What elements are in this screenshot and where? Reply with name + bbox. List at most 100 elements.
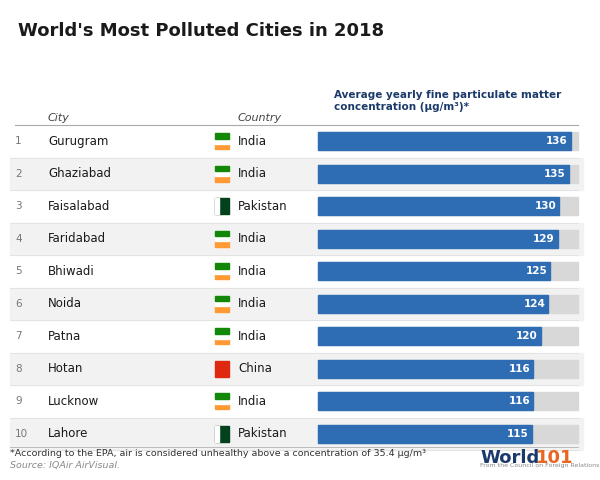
Bar [215, 301, 229, 306]
Text: Hotan: Hotan [48, 362, 83, 375]
Text: World: World [480, 449, 539, 467]
Bar [10, 223, 583, 255]
Bar [215, 360, 229, 377]
Text: 116: 116 [509, 364, 530, 374]
Bar [318, 425, 578, 443]
Bar [318, 262, 578, 280]
Text: 10: 10 [15, 429, 28, 439]
Text: 124: 124 [523, 299, 545, 309]
Bar [215, 166, 229, 171]
Text: 130: 130 [535, 201, 556, 211]
Bar [215, 177, 229, 182]
Text: India: India [238, 232, 267, 245]
Text: Source: IQAir AirVisual.: Source: IQAir AirVisual. [10, 461, 120, 470]
Text: City: City [48, 113, 70, 123]
Bar [215, 426, 229, 442]
Text: India: India [238, 297, 267, 310]
Bar [215, 139, 229, 144]
Text: 120: 120 [516, 331, 538, 341]
Bar [318, 392, 578, 410]
Bar [318, 229, 557, 248]
Text: 2: 2 [15, 169, 22, 179]
Text: Pakistan: Pakistan [238, 427, 287, 440]
Text: 1: 1 [15, 136, 22, 146]
Text: 116: 116 [509, 396, 530, 406]
Text: 6: 6 [15, 299, 22, 309]
Text: 4: 4 [15, 234, 22, 244]
Text: 5: 5 [15, 266, 22, 276]
Bar [318, 132, 571, 150]
Bar [318, 392, 533, 410]
Bar [318, 425, 532, 443]
Bar [215, 198, 229, 215]
Bar [215, 393, 229, 398]
Bar [215, 296, 229, 301]
Bar [215, 263, 229, 268]
Text: Faridabad: Faridabad [48, 232, 106, 245]
Text: World's Most Polluted Cities in 2018: World's Most Polluted Cities in 2018 [18, 22, 384, 40]
Bar [318, 327, 541, 345]
Bar [215, 426, 218, 442]
Bar [215, 404, 229, 409]
Bar [215, 328, 229, 334]
Bar [215, 274, 229, 279]
Bar [215, 236, 229, 241]
Bar [215, 230, 229, 236]
Text: Lucknow: Lucknow [48, 395, 99, 408]
Bar [215, 398, 229, 404]
Text: 7: 7 [15, 331, 22, 341]
Bar [318, 262, 550, 280]
Text: Patna: Patna [48, 330, 81, 343]
Text: Faisalabad: Faisalabad [48, 200, 110, 213]
Bar [10, 288, 583, 320]
Bar [215, 268, 229, 274]
Bar [215, 171, 229, 177]
Text: India: India [238, 265, 267, 278]
Text: Lahore: Lahore [48, 427, 88, 440]
Text: Gurugram: Gurugram [48, 135, 109, 148]
Text: Average yearly fine particulate matter
concentration (μg/m³)*: Average yearly fine particulate matter c… [334, 90, 562, 112]
Text: India: India [238, 135, 267, 148]
Text: Ghaziabad: Ghaziabad [48, 167, 111, 180]
Text: 135: 135 [544, 169, 566, 179]
Bar [215, 339, 229, 344]
Bar [215, 198, 218, 215]
Text: India: India [238, 330, 267, 343]
Bar [318, 197, 578, 216]
Text: Noida: Noida [48, 297, 82, 310]
Text: 115: 115 [507, 429, 529, 439]
Text: 3: 3 [15, 201, 22, 211]
Bar [318, 327, 578, 345]
Bar [215, 241, 229, 247]
Bar [10, 352, 583, 385]
Text: 101: 101 [536, 449, 574, 467]
Text: Bhiwadi: Bhiwadi [48, 265, 95, 278]
Bar [318, 295, 548, 313]
Bar [318, 360, 533, 378]
Text: 9: 9 [15, 396, 22, 406]
Text: 8: 8 [15, 364, 22, 374]
Bar [318, 165, 569, 183]
Bar [318, 295, 578, 313]
Text: 125: 125 [526, 266, 547, 276]
Text: Country: Country [238, 113, 282, 123]
Text: India: India [238, 395, 267, 408]
Text: 136: 136 [546, 136, 568, 146]
Text: *According to the EPA, air is considered unhealthy above a concentration of 35.4: *According to the EPA, air is considered… [10, 449, 426, 458]
Bar [10, 418, 583, 450]
Bar [10, 157, 583, 190]
Bar [215, 133, 229, 139]
Bar [318, 229, 578, 248]
Text: Pakistan: Pakistan [238, 200, 287, 213]
Bar [215, 334, 229, 339]
Text: India: India [238, 167, 267, 180]
Bar [318, 360, 578, 378]
Text: From the Council on Foreign Relations: From the Council on Foreign Relations [480, 463, 599, 468]
Text: 129: 129 [533, 234, 554, 244]
Bar [318, 165, 578, 183]
Text: China: China [238, 362, 272, 375]
Bar [318, 197, 559, 216]
Bar [215, 306, 229, 312]
Bar [318, 132, 578, 150]
Bar [215, 144, 229, 149]
